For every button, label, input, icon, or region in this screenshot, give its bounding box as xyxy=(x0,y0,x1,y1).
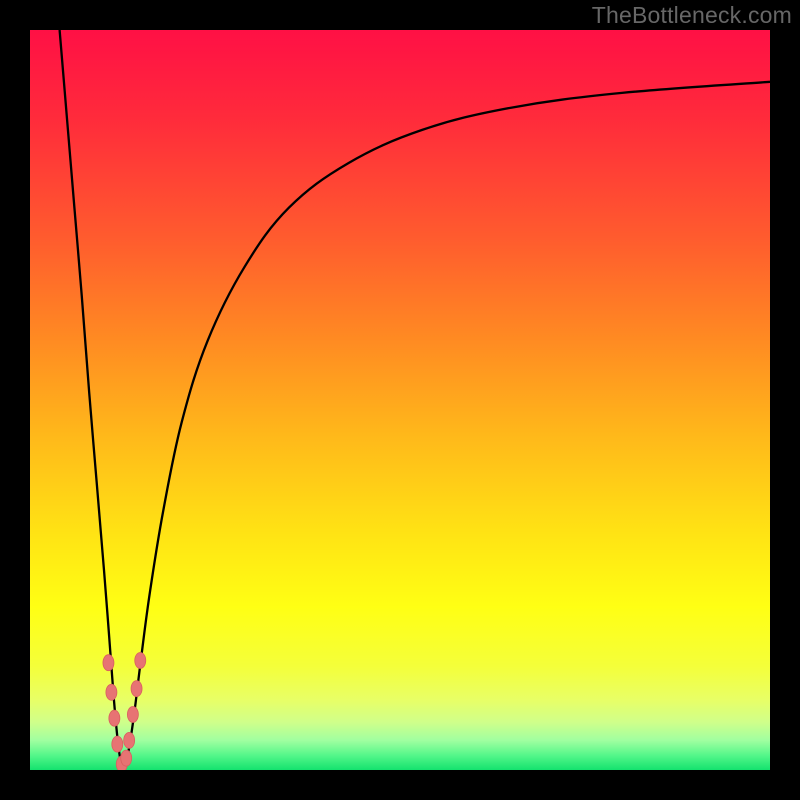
plot-area xyxy=(30,30,770,770)
data-marker xyxy=(109,710,120,726)
chart-container: TheBottleneck.com xyxy=(0,0,800,800)
data-marker xyxy=(135,652,146,668)
data-marker xyxy=(103,655,114,671)
plot-svg xyxy=(30,30,770,770)
data-marker xyxy=(112,736,123,752)
watermark-text: TheBottleneck.com xyxy=(592,2,792,29)
data-marker xyxy=(106,684,117,700)
data-marker xyxy=(121,750,132,766)
data-marker xyxy=(124,732,135,748)
data-marker xyxy=(131,681,142,697)
data-marker xyxy=(127,707,138,723)
